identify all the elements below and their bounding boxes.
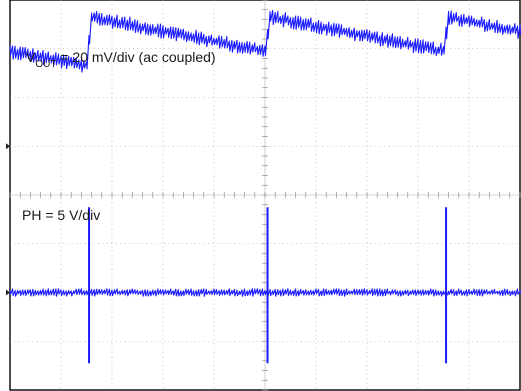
ph-trace	[9, 288, 521, 297]
channel-markers	[6, 143, 10, 296]
waveform-traces	[9, 9, 521, 364]
vout-trace	[9, 9, 521, 73]
ph-scale-label: PH = 5 V/div	[22, 207, 100, 223]
vout-scale-label: VOUT = 20 mV/div (ac coupled)	[26, 49, 216, 70]
channel-1-ground-marker	[6, 143, 10, 150]
channel-2-ground-marker	[6, 289, 10, 296]
